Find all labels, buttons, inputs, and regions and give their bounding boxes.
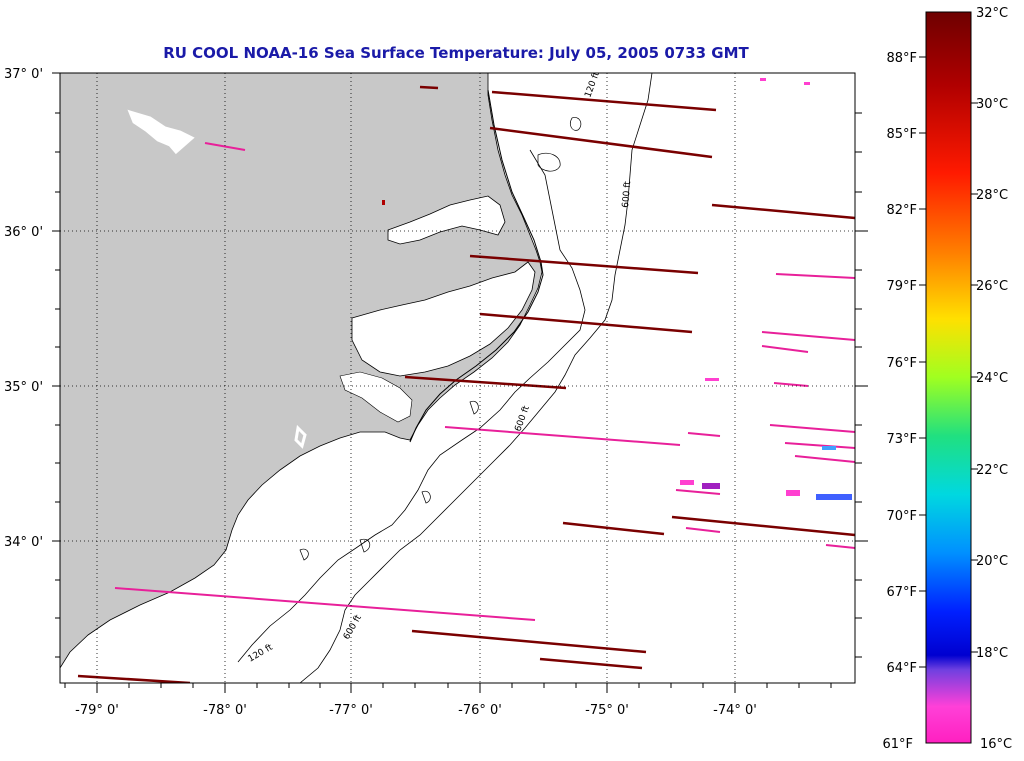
pamlico-sound <box>351 261 536 377</box>
lon-label-77: -77° 0' <box>329 703 373 718</box>
cb-f-76: 76°F <box>886 356 917 371</box>
colorbar <box>925 11 972 744</box>
cb-c-18: 18°C <box>976 646 1008 661</box>
map-title: RU COOL NOAA-16 Sea Surface Temperature:… <box>163 44 749 62</box>
lon-label-76: -76° 0' <box>458 703 502 718</box>
cb-c-24: 24°C <box>976 371 1008 386</box>
cb-f-79: 79°F <box>886 279 917 294</box>
cb-c-26: 26°C <box>976 279 1008 294</box>
cb-f-64: 64°F <box>886 661 917 676</box>
cb-c-16: 16°C <box>980 737 1012 752</box>
contour-islands <box>299 117 582 561</box>
cb-c-20: 20°C <box>976 554 1008 569</box>
contour-600ft <box>299 73 653 683</box>
albemarle-sound <box>387 195 506 245</box>
lon-label-79: -79° 0' <box>75 703 119 718</box>
cool-stripes <box>114 142 855 621</box>
contour-120ft <box>237 149 586 663</box>
cb-f-61: 61°F <box>882 737 913 752</box>
lat-label-34: 34° 0' <box>4 535 43 550</box>
cb-f-85: 85°F <box>886 127 917 142</box>
colorbar-ticks <box>919 56 978 668</box>
reservoir <box>127 109 195 155</box>
cb-c-32: 32°C <box>976 6 1008 21</box>
cb-f-82: 82°F <box>886 203 917 218</box>
lon-label-74: -74° 0' <box>713 703 757 718</box>
cb-f-73: 73°F <box>886 432 917 447</box>
cb-c-28: 28°C <box>976 188 1008 203</box>
lat-label-35: 35° 0' <box>4 380 43 395</box>
cb-f-67: 67°F <box>886 585 917 600</box>
graticule <box>60 73 855 683</box>
cb-c-30: 30°C <box>976 97 1008 112</box>
outer-banks <box>409 89 544 443</box>
cb-f-88: 88°F <box>886 51 917 66</box>
lat-label-36: 36° 0' <box>4 225 43 240</box>
plot-frame <box>59 72 856 684</box>
lon-label-78: -78° 0' <box>203 703 247 718</box>
plot-area: 120 ft 600 ft 600 ft 600 ft 120 ft <box>60 73 855 683</box>
cb-c-22: 22°C <box>976 463 1008 478</box>
lake <box>294 424 307 449</box>
sst-pixels <box>382 78 852 500</box>
lat-label-37: 37° 0' <box>4 67 43 82</box>
contour-label-600: 600 ft <box>621 180 633 208</box>
tick-marks <box>52 72 868 693</box>
cb-f-70: 70°F <box>886 509 917 524</box>
lon-label-75: -75° 0' <box>585 703 629 718</box>
neuse-river <box>339 371 413 423</box>
